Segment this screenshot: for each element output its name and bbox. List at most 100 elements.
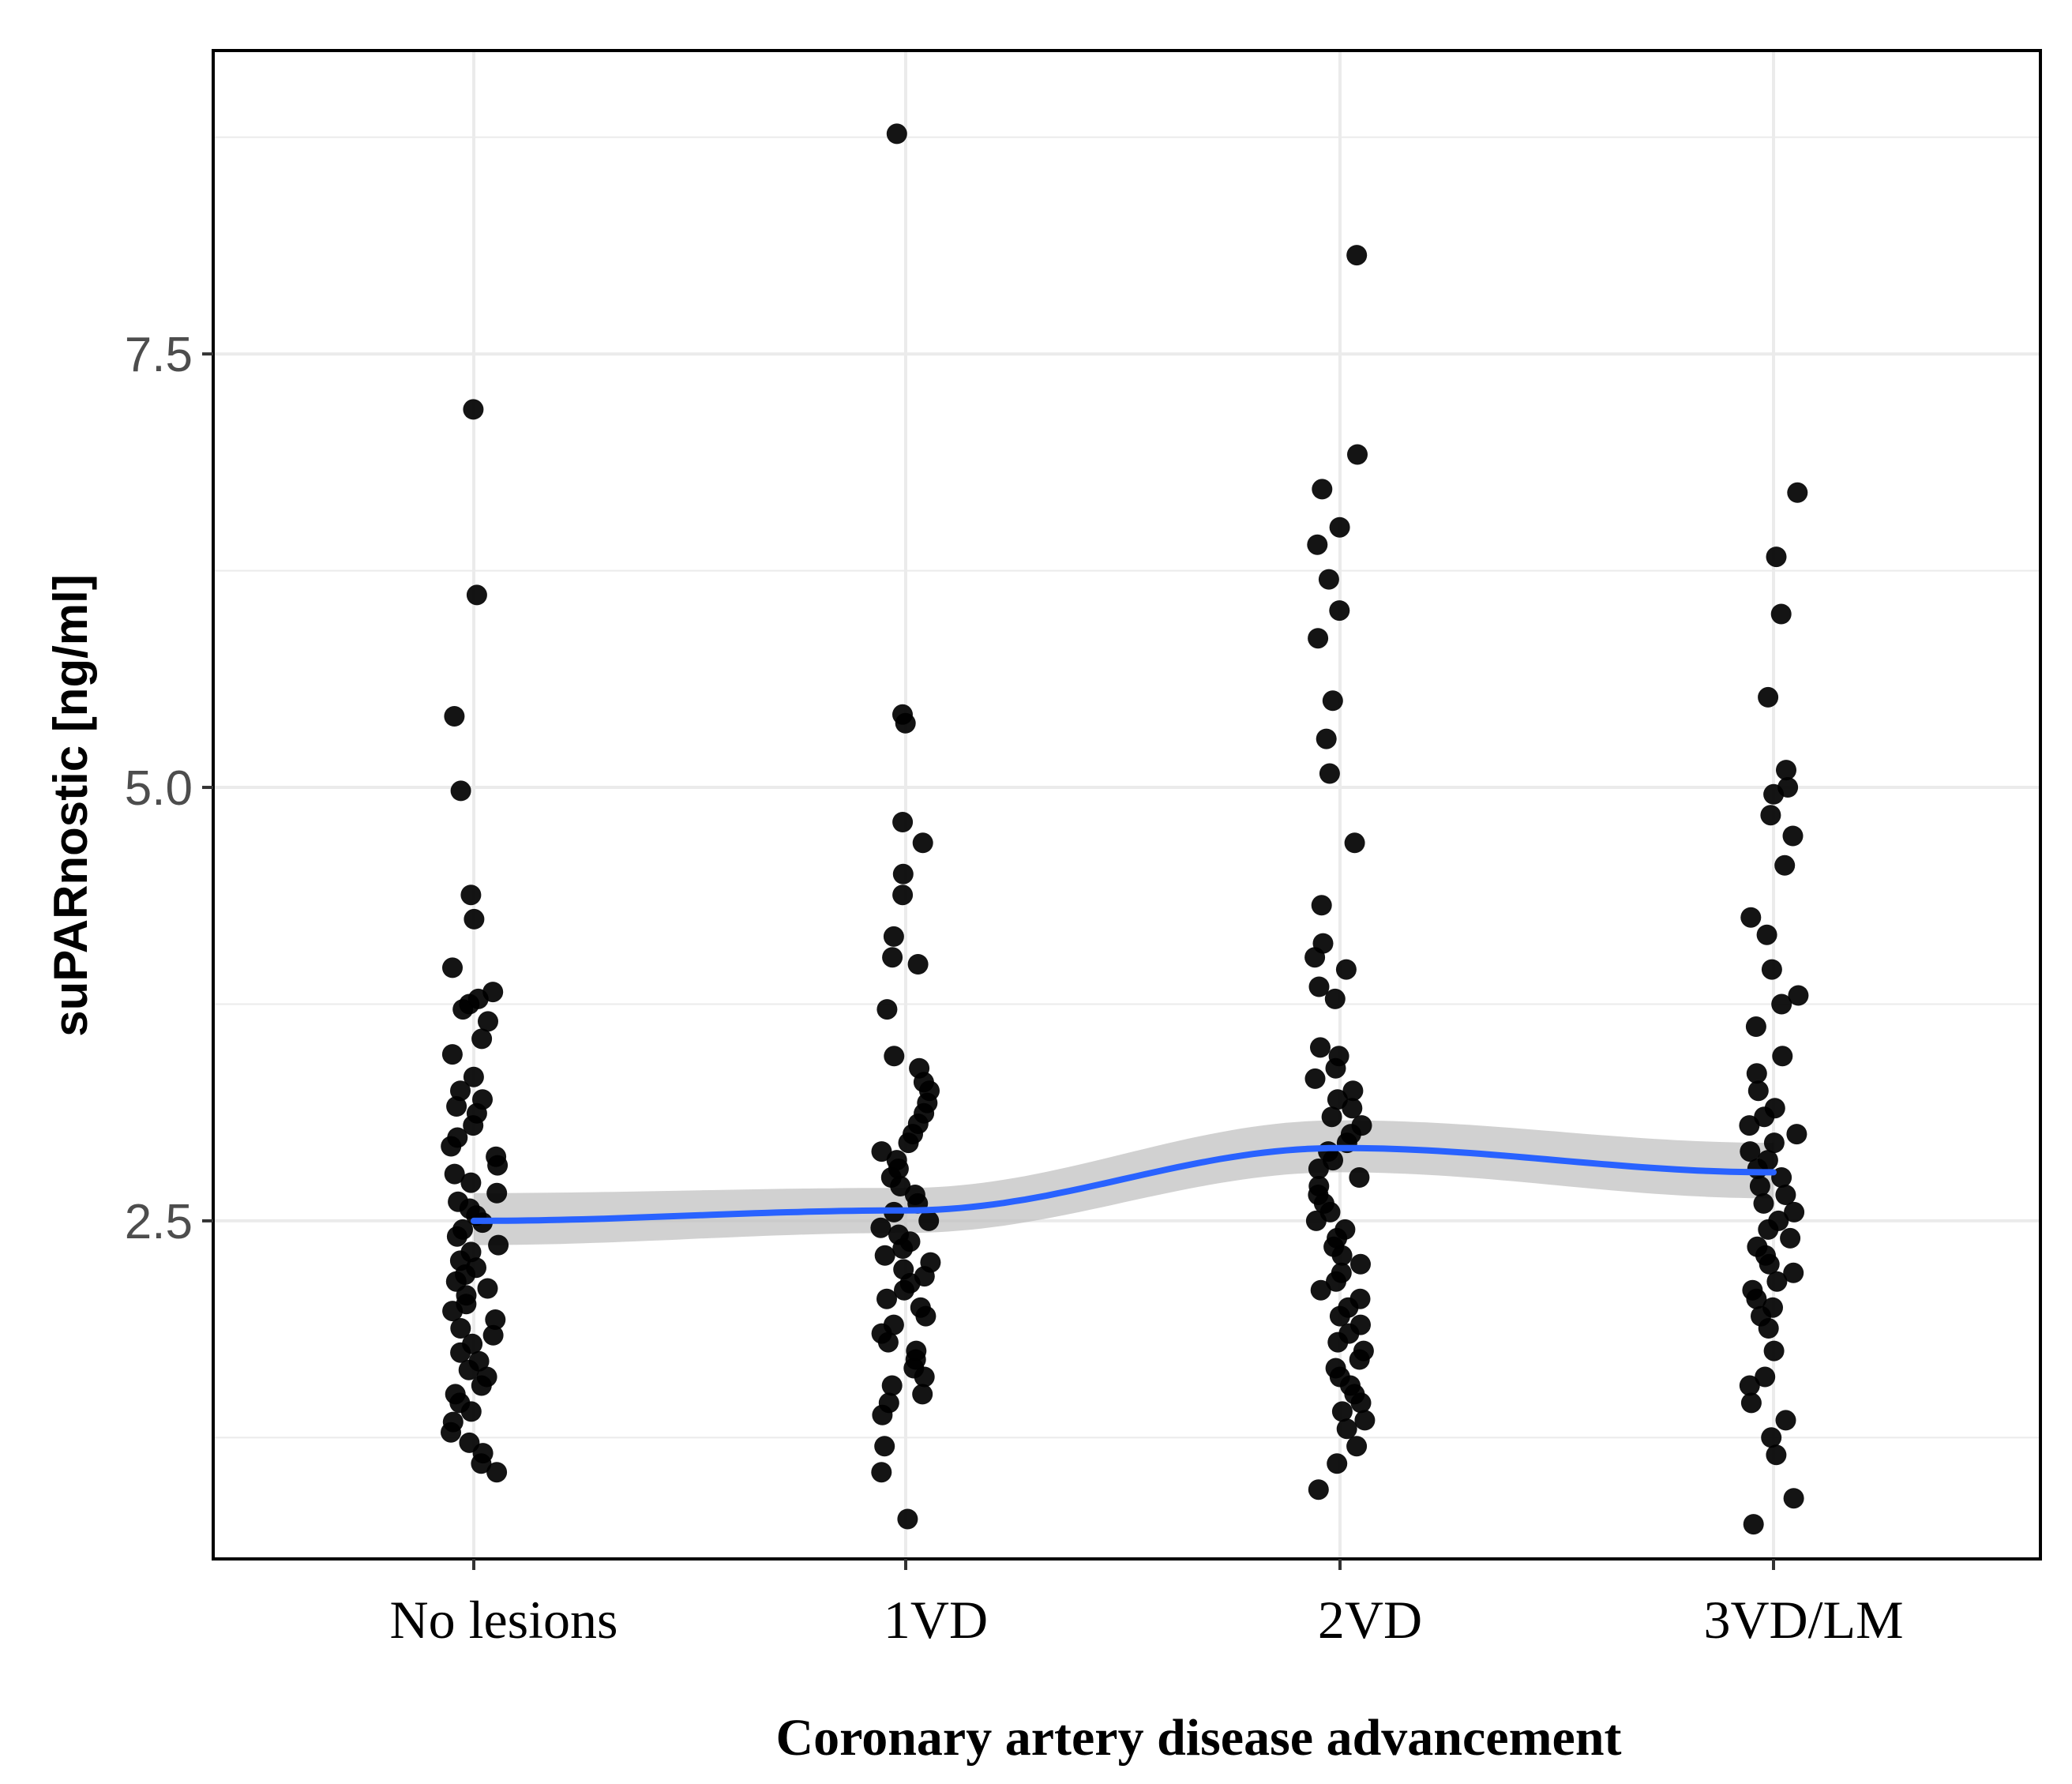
data-point-3-16 <box>1772 1046 1793 1067</box>
data-point-0-56 <box>441 1422 461 1443</box>
data-point-1-8 <box>882 947 903 968</box>
data-point-2-63 <box>1327 1453 1348 1474</box>
data-point-3-29 <box>1775 1185 1796 1205</box>
data-point-3-20 <box>1754 1106 1775 1128</box>
data-point-0-12 <box>471 1028 493 1050</box>
data-point-3-7 <box>1760 805 1781 826</box>
x-tick-label-1: 1VD <box>884 1590 988 1650</box>
data-point-2-0 <box>1346 245 1368 266</box>
data-point-1-55 <box>897 1508 918 1530</box>
data-point-0-42 <box>442 1301 464 1322</box>
data-point-0-19 <box>463 1115 484 1136</box>
data-point-0-2 <box>444 706 465 727</box>
data-point-0-24 <box>444 1163 465 1185</box>
smooth-line-group <box>471 1144 1777 1224</box>
data-point-2-41 <box>1331 1245 1353 1266</box>
data-point-2-12 <box>1311 895 1332 916</box>
data-point-3-11 <box>1756 924 1777 945</box>
y-tick-label-2: 7.5 <box>125 328 193 382</box>
data-point-2-22 <box>1342 1080 1364 1102</box>
data-point-1-24 <box>890 1176 911 1196</box>
data-point-3-8 <box>1782 825 1804 847</box>
data-point-3-44 <box>1758 1318 1779 1339</box>
data-point-3-52 <box>1783 1488 1804 1509</box>
data-point-0-60 <box>486 1462 508 1483</box>
axes: 2.5 5.0 7.5 No lesions 1VD 2VD 3VD/LM <box>125 328 1904 1650</box>
data-point-1-49 <box>881 1375 903 1396</box>
data-point-2-51 <box>1327 1331 1349 1353</box>
data-point-2-3 <box>1329 516 1350 538</box>
data-point-3-4 <box>1776 760 1796 781</box>
data-point-2-48 <box>1329 1305 1350 1327</box>
data-point-3-45 <box>1763 1340 1785 1361</box>
data-point-3-33 <box>1758 1219 1779 1240</box>
data-point-0-43 <box>485 1309 506 1330</box>
data-point-1-29 <box>870 1217 891 1238</box>
data-point-2-18 <box>1310 1037 1331 1058</box>
data-point-2-1 <box>1347 444 1368 465</box>
data-point-1-54 <box>871 1462 892 1483</box>
data-point-2-44 <box>1326 1271 1346 1292</box>
data-point-2-45 <box>1310 1279 1331 1301</box>
data-point-2-64 <box>1308 1479 1329 1500</box>
data-point-0-10 <box>452 999 474 1020</box>
data-point-1-2 <box>895 712 916 734</box>
data-point-3-3 <box>1758 686 1779 708</box>
data-point-3-23 <box>1763 1132 1785 1154</box>
x-tick-label-3: 3VD/LM <box>1703 1590 1903 1650</box>
data-point-3-51 <box>1766 1444 1787 1466</box>
data-point-0-14 <box>463 1066 484 1087</box>
data-point-2-6 <box>1329 600 1350 622</box>
data-point-3-13 <box>1788 985 1809 1006</box>
data-point-3-10 <box>1740 907 1762 928</box>
data-point-1-7 <box>883 926 904 947</box>
data-point-1-41 <box>915 1305 937 1327</box>
data-point-2-24 <box>1342 1098 1363 1119</box>
data-point-1-38 <box>894 1279 914 1301</box>
data-point-1-39 <box>876 1288 897 1309</box>
y-tick-label-1: 5.0 <box>125 761 193 816</box>
data-point-0-45 <box>482 1324 504 1346</box>
data-point-0-32 <box>446 1226 467 1247</box>
data-point-0-1 <box>466 584 487 606</box>
data-point-1-6 <box>892 884 914 906</box>
data-point-2-25 <box>1321 1106 1342 1128</box>
smooth-line <box>471 1144 1777 1224</box>
data-point-0-3 <box>450 780 471 802</box>
data-point-2-21 <box>1304 1068 1326 1089</box>
data-point-2-59 <box>1331 1401 1353 1422</box>
data-point-2-7 <box>1308 628 1329 649</box>
data-point-0-6 <box>442 957 463 978</box>
data-point-1-10 <box>876 999 898 1020</box>
data-point-3-0 <box>1787 482 1808 503</box>
data-point-3-15 <box>1745 1016 1766 1037</box>
data-point-3-21 <box>1739 1115 1760 1136</box>
data-points <box>441 123 1809 1535</box>
data-point-2-2 <box>1312 479 1333 500</box>
data-point-0-59 <box>471 1453 492 1474</box>
data-point-3-1 <box>1766 546 1787 568</box>
data-point-2-17 <box>1324 988 1346 1009</box>
y-tick-label-0: 2.5 <box>125 1195 193 1249</box>
data-point-1-11 <box>884 1046 905 1067</box>
data-point-2-16 <box>1308 976 1330 997</box>
data-point-1-28 <box>918 1210 940 1231</box>
data-point-2-9 <box>1316 728 1337 749</box>
data-point-0-25 <box>460 1172 482 1193</box>
data-point-1-53 <box>874 1436 895 1457</box>
data-point-2-32 <box>1349 1167 1370 1188</box>
data-point-0-0 <box>463 399 484 420</box>
data-point-2-11 <box>1344 832 1365 854</box>
x-tick-label-2: 2VD <box>1318 1590 1422 1650</box>
data-point-1-52 <box>872 1404 893 1425</box>
data-point-2-61 <box>1336 1418 1357 1440</box>
data-point-2-15 <box>1335 959 1357 980</box>
data-point-2-8 <box>1322 690 1343 712</box>
data-point-0-13 <box>441 1044 463 1065</box>
data-point-2-5 <box>1318 569 1339 590</box>
data-point-3-37 <box>1759 1253 1780 1275</box>
data-point-1-50 <box>912 1384 933 1405</box>
data-point-3-49 <box>1775 1410 1796 1431</box>
